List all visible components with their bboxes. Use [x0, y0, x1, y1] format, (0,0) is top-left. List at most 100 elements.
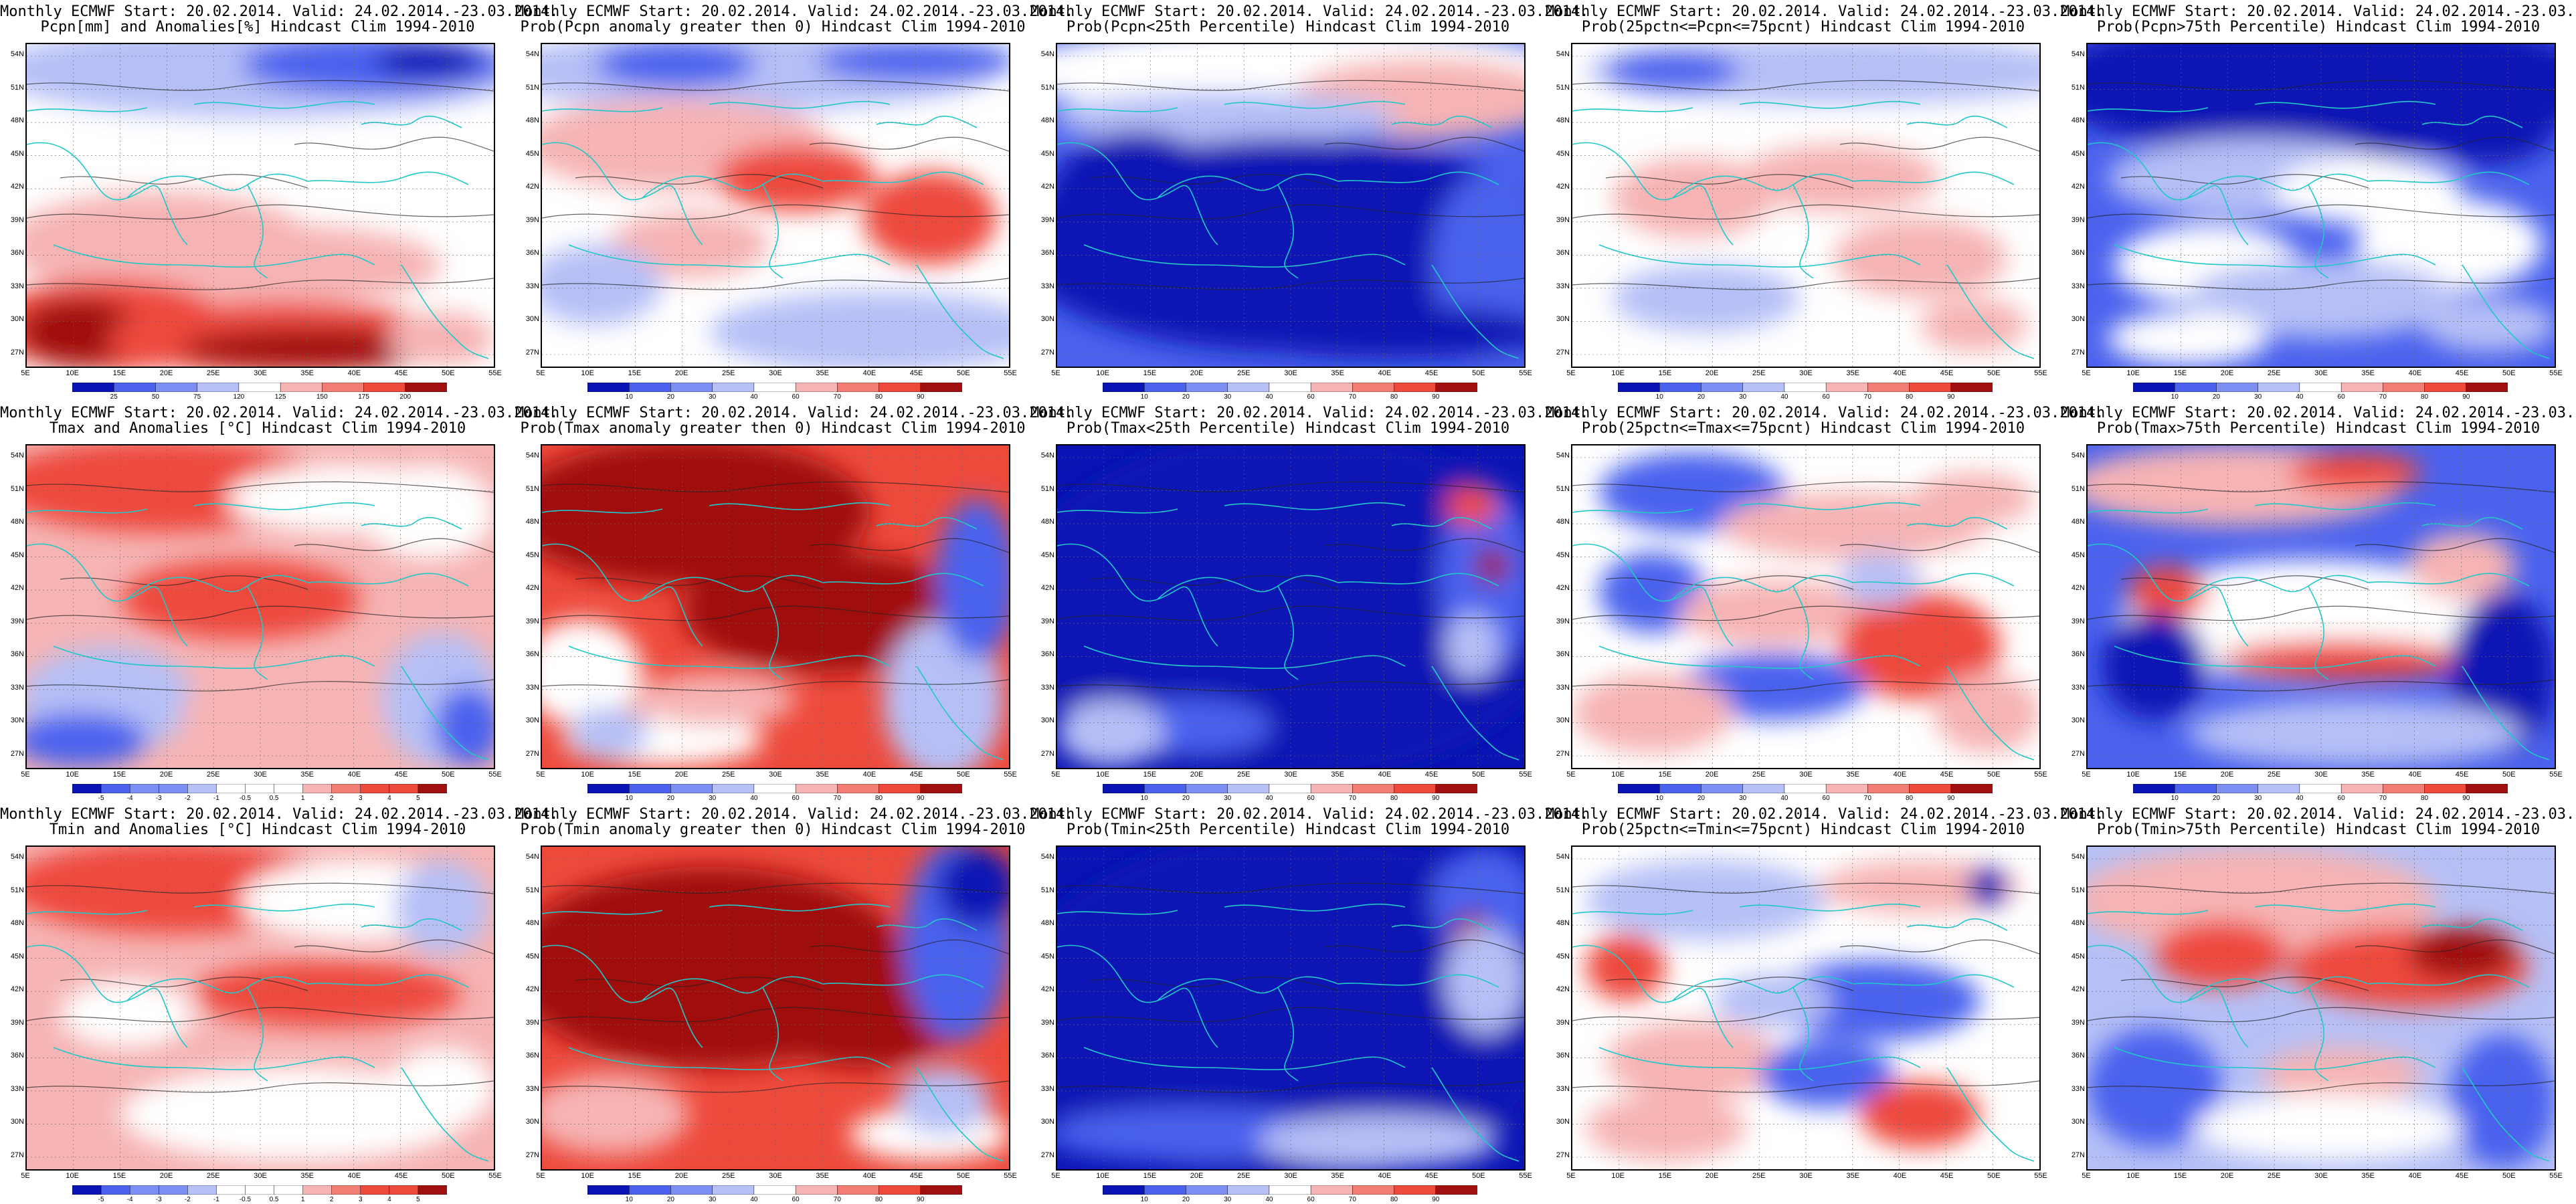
colorbar-label: 70 [1863, 795, 1871, 802]
lon-tick-label: 40E [2408, 771, 2422, 779]
field-region [1586, 860, 1827, 940]
lat-tick-label: 42N [525, 985, 539, 994]
lon-tick-label: 15E [1143, 771, 1157, 779]
colorbar-label: 90 [1432, 1196, 1440, 1203]
lat-tick-label: 33N [1040, 282, 1054, 290]
coastline [1906, 115, 2008, 128]
lon-tick-label: 25E [2268, 1172, 2281, 1180]
lat-tick-label: 36N [2071, 650, 2085, 659]
lon-tick-label: 55E [2549, 369, 2563, 377]
colorbar [587, 784, 962, 793]
colorbar-segment [920, 784, 962, 793]
lat-tick-label: 42N [1040, 985, 1054, 994]
field-region [897, 1068, 990, 1134]
lat-tick-label: 36N [1556, 650, 1570, 659]
colorbar-segment [1659, 784, 1702, 793]
field-region [2188, 258, 2456, 338]
colorbar-segment [753, 784, 796, 793]
lat-tick-label: 42N [2071, 985, 2085, 994]
coastline [709, 502, 891, 510]
coastline [1853, 171, 2015, 185]
colorbar-label: 0.5 [269, 1196, 279, 1203]
lat-tick-label: 54N [1556, 853, 1570, 861]
coastline [1391, 516, 1493, 530]
field-region [1224, 305, 1524, 359]
colorbar-segment [331, 1185, 361, 1195]
lon-tick-label: 35E [1846, 1172, 1859, 1180]
coastline [2088, 944, 2249, 1048]
contour-line [1057, 1080, 1524, 1093]
panel-title-line2: Tmax and Anomalies [°C] Hindcast Clim 19… [49, 420, 466, 437]
colorbar-label: 40 [2296, 393, 2304, 401]
colorbar-label: 40 [1265, 1196, 1273, 1203]
colorbar-label: 90 [1432, 393, 1440, 401]
colorbar-label: 1 [300, 1196, 305, 1203]
lon-tick-label: 25E [207, 771, 220, 779]
colorbar-label: 80 [1390, 1196, 1398, 1203]
colorbar-segment [1103, 383, 1145, 392]
panel-title-line1: Monthly ECMWF Start: 20.02.2014. Valid: … [1030, 806, 1589, 823]
colorbar-segment [245, 784, 275, 793]
coastline [1057, 543, 1218, 647]
colorbar-label: 80 [2420, 795, 2429, 802]
lon-tick-label: 50E [2502, 1172, 2516, 1180]
colorbar-segment [331, 784, 361, 793]
coastline [307, 171, 469, 185]
field-region [542, 619, 642, 726]
coastline [401, 264, 489, 359]
colorbar-label: 75 [193, 393, 201, 401]
lon-tick-label: 35E [1331, 1172, 1344, 1180]
colorbar-segment [1227, 784, 1270, 793]
field-region [1057, 91, 1398, 144]
colorbar-label: -0.5 [239, 795, 252, 802]
colorbar-segment [1701, 784, 1744, 793]
lon-tick-label: 10E [66, 1172, 79, 1180]
colorbar-label: -2 [184, 795, 191, 802]
field-region [2422, 298, 2555, 352]
coastline [1572, 508, 1693, 514]
lon-tick-label: 10E [1096, 369, 1109, 377]
colorbar-label: -5 [98, 795, 104, 802]
field-region [181, 673, 381, 753]
lon-tick-label: 50E [442, 1172, 455, 1180]
coastline [1853, 974, 2015, 988]
lon-tick-label: 25E [1237, 1172, 1251, 1180]
lat-tick-label: 42N [1040, 584, 1054, 593]
colorbar-segment [1394, 784, 1437, 793]
panel-title-line2: Prob(Pcpn anomaly greater then 0) Hindca… [520, 19, 1026, 35]
colorbar-segment [712, 1185, 755, 1195]
lon-tick-label: 30E [1284, 771, 1297, 779]
colorbar-segment [187, 784, 217, 793]
lat-tick-label: 48N [1040, 919, 1054, 928]
lat-tick-label: 27N [525, 750, 539, 758]
contour-line [27, 605, 494, 621]
lon-tick-label: 25E [207, 369, 220, 377]
coastline [2088, 107, 2209, 112]
lat-tick-label: 51N [525, 484, 539, 493]
lat-tick-label: 51N [1040, 886, 1054, 894]
lon-tick-label: 20E [1190, 369, 1204, 377]
colorbar-segment [670, 784, 713, 793]
contour-line [294, 939, 494, 955]
lon-tick-label: 50E [1472, 771, 1485, 779]
lat-tick-label: 33N [2071, 1084, 2085, 1093]
lon-tick-label: 35E [1331, 771, 1344, 779]
lat-tick-label: 51N [1556, 484, 1570, 493]
lat-tick-label: 36N [1556, 1051, 1570, 1060]
colorbar-segment [72, 383, 114, 392]
colorbar-segment [2258, 784, 2300, 793]
panel-title-line2: Prob(Pcpn>75th Percentile) Hindcast Clim… [2096, 19, 2541, 35]
field-region [194, 961, 462, 1027]
lat-tick-label: 33N [525, 1084, 539, 1093]
field-region [1475, 549, 1509, 583]
colorbar-label: 60 [792, 1196, 800, 1203]
lon-tick-label: 30E [2314, 369, 2328, 377]
lon-tick-label: 40E [1893, 369, 1907, 377]
colorbar-segment [2340, 784, 2384, 793]
coastline [542, 944, 703, 1048]
coastline [247, 585, 268, 680]
coastline [2114, 1047, 2436, 1071]
map-field [1057, 445, 1524, 768]
lon-tick-label: 5E [1051, 369, 1061, 377]
lon-tick-label: 30E [254, 1172, 267, 1180]
